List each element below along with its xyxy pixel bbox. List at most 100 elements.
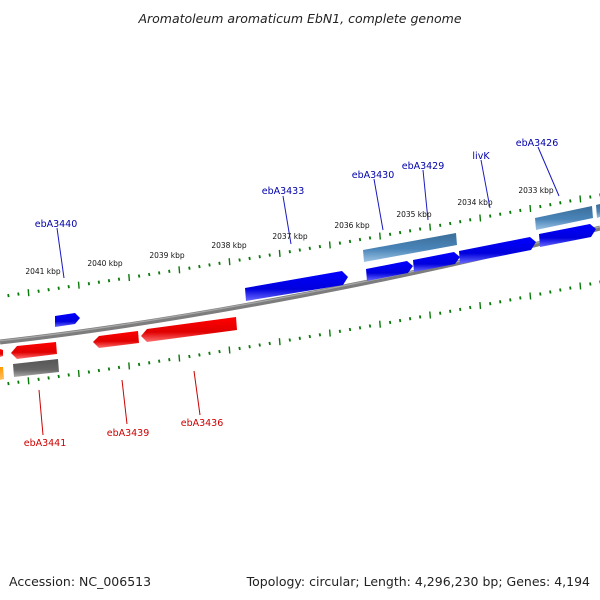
gene-pseudo[interactable] [13,359,59,377]
minor-tick [589,195,592,199]
minor-tick [489,302,492,306]
minor-tick [358,326,362,330]
gene-ebA3429[interactable] [413,252,460,272]
minor-tick [439,223,442,227]
major-tick [128,274,131,282]
kbp-label: 2033 kbp [518,186,554,195]
minor-tick [258,343,261,347]
minor-tick [117,277,121,281]
minor-tick [47,288,50,292]
gene-ebA3439[interactable] [93,331,139,348]
minor-tick [87,282,91,286]
gene-ebA3441[interactable] [11,342,57,359]
minor-tick [107,279,111,283]
minor-tick [37,289,40,293]
major-tick [77,369,80,378]
minor-tick [7,381,10,386]
minor-tick [408,317,412,321]
gene-livK[interactable] [459,237,536,264]
minor-tick [168,358,171,362]
minor-tick [148,361,151,365]
kbp-label: 2040 kbp [87,259,123,268]
major-tick [529,204,532,213]
minor-tick [238,258,241,262]
gene-ebA3426b[interactable] [539,224,596,247]
minor-tick [368,324,372,328]
gene-label-livK[interactable]: livK [472,151,490,162]
leader-line [121,379,128,425]
minor-tick [539,204,542,209]
gene-label-ebA3433[interactable]: ebA3433 [262,186,305,197]
minor-tick [499,212,502,216]
kbp-label: 2034 kbp [457,198,493,207]
kbp-labels: 2041 kbp 2040 kbp 2039 kbp 2038 kbp 2037… [25,186,554,276]
minor-tick [288,250,291,254]
minor-tick [499,300,502,304]
gene-ebA3426[interactable] [535,206,593,230]
minor-tick [469,305,472,310]
minor-tick [17,380,20,384]
minor-tick [408,229,412,233]
minor-tick [137,362,141,367]
minor-tick [449,221,452,226]
minor-tick [218,261,221,265]
gene-ebA3430[interactable] [366,261,413,281]
minor-tick [398,230,402,235]
leader-line [193,370,201,416]
minor-tick [519,296,522,300]
kbp-label: 2039 kbp [149,251,185,260]
major-tick [429,311,432,319]
minor-tick [107,367,111,371]
minor-tick [559,288,562,292]
minor-tick [148,272,151,277]
gene-ebA3433[interactable] [245,271,348,301]
gene-label-ebA3436[interactable]: ebA3436 [181,418,224,429]
minor-tick [158,271,161,275]
gene-label-ebA3440[interactable]: ebA3440 [35,219,78,230]
forward-genes [55,204,600,327]
minor-tick [418,315,422,319]
inner-tick-track [7,280,600,386]
gene-label-ebA3426[interactable]: ebA3426 [516,138,559,149]
gene-operon[interactable] [363,233,457,262]
minor-tick [298,248,301,252]
reverse-genes [0,317,237,380]
gene-ebA3436[interactable] [141,317,237,342]
kbp-label: 2038 kbp [211,241,247,250]
minor-tick [208,263,211,267]
accession-text: Accession: NC_006513 [9,574,151,589]
leader-line [480,159,491,209]
minor-tick [268,253,271,257]
minor-tick [97,368,101,373]
minor-tick [87,370,91,374]
gene-other[interactable] [0,367,4,380]
minor-tick [158,359,161,363]
gene-label-ebA3429[interactable]: ebA3429 [402,161,445,172]
minor-tick [208,351,211,355]
gene-ebA3440[interactable] [55,313,80,327]
minor-tick [248,256,251,261]
gene-edge[interactable] [596,204,600,218]
minor-tick [248,345,251,349]
map-title: Aromatoleum aromaticum EbN1, complete ge… [137,11,461,26]
kbp-label: 2036 kbp [334,221,370,230]
major-tick [228,258,231,266]
leader-line [56,227,65,279]
major-tick [228,346,231,354]
minor-tick [398,318,402,323]
gene-label-ebA3439[interactable]: ebA3439 [107,428,150,439]
major-tick [379,232,381,240]
major-tick [178,266,181,274]
minor-tick [509,298,512,302]
outer-tick-track [7,193,600,298]
minor-tick [459,307,462,312]
major-tick [328,241,331,249]
minor-tick [298,336,301,340]
minor-tick [519,208,522,213]
gene-edge-red[interactable] [0,349,3,357]
minor-tick [288,338,291,342]
major-tick [278,249,281,257]
gene-label-ebA3441[interactable]: ebA3441 [24,438,67,449]
gene-label-ebA3430[interactable]: ebA3430 [352,170,395,181]
